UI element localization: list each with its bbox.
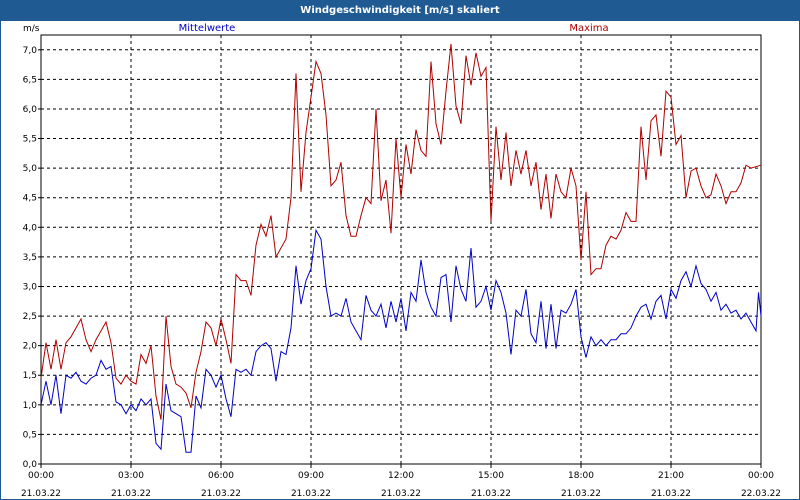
series-line-maxima — [40, 43, 762, 420]
y-tick-label: 0,5 — [23, 430, 37, 440]
x-tick-time-label: 00:00 — [28, 471, 54, 481]
legend: Mittelwerte Maxima — [179, 23, 609, 34]
y-tick-label: 2,0 — [23, 342, 38, 352]
x-tick-date-label: 21.03.22 — [201, 489, 241, 499]
y-tick-label: 4,5 — [23, 194, 37, 204]
y-tick-label: 5,5 — [23, 135, 37, 145]
x-tick-time-label: 06:00 — [208, 471, 234, 481]
x-tick-time-label: 03:00 — [118, 471, 144, 481]
x-tick-date-label: 21.03.22 — [471, 489, 511, 499]
x-tick-date-label: 21.03.22 — [561, 489, 601, 499]
x-tick-date-label: 22.03.22 — [741, 489, 781, 499]
series-line-mittelwerte — [40, 228, 762, 453]
x-tick-time-label: 18:00 — [568, 471, 594, 481]
x-tick-date-label: 21.03.22 — [291, 489, 331, 499]
y-tick-label: 0,0 — [23, 460, 38, 470]
y-tick-label: 1,5 — [23, 371, 37, 381]
x-tick-time-label: 15:00 — [478, 471, 504, 481]
y-tick-label: 4,0 — [23, 223, 38, 233]
x-axis-ticks: 00:00 21.03.22 03:00 21.03.22 06:00 21.03.22 0… — [21, 464, 781, 499]
x-tick-time-label: 21:00 — [658, 471, 684, 481]
series-layer — [40, 43, 762, 453]
chart-title: Windgeschwindigkeit [m/s] skaliert — [1, 1, 799, 21]
x-tick-time-label: 00:00 — [748, 471, 774, 481]
y-axis-ticks: 0,0 0,5 1,0 1,5 2,0 2,5 3,0 3,5 4,0 4,5 5,0 5,5 6,0 6… — [23, 46, 41, 470]
y-tick-label: 6,0 — [23, 105, 38, 115]
grid-lines — [41, 35, 761, 464]
y-tick-label: 3,5 — [23, 253, 37, 263]
x-tick-date-label: 21.03.22 — [651, 489, 691, 499]
wind-speed-chart: 0,0 0,5 1,0 1,5 2,0 2,5 3,0 3,5 4,0 4,5 5,0 5,5 6,0 6… — [21, 23, 781, 499]
y-tick-label: 2,5 — [23, 312, 37, 322]
legend-entry-maxima: Maxima — [569, 23, 608, 34]
y-tick-label: 5,0 — [23, 164, 38, 174]
legend-entry-mittelwerte: Mittelwerte — [179, 23, 236, 34]
y-tick-label: 6,5 — [23, 75, 37, 85]
x-tick-time-label: 12:00 — [388, 471, 414, 481]
x-tick-date-label: 21.03.22 — [111, 489, 151, 499]
x-tick-time-label: 09:00 — [298, 471, 324, 481]
x-tick-date-label: 21.03.22 — [381, 489, 421, 499]
x-tick-date-label: 21.03.22 — [21, 489, 61, 499]
plot-area-border — [40, 34, 762, 465]
y-tick-label: 3,0 — [23, 282, 38, 292]
y-tick-label: 1,0 — [23, 401, 38, 411]
y-tick-label: 7,0 — [23, 46, 38, 56]
y-axis-unit-label: m/s — [23, 24, 40, 34]
